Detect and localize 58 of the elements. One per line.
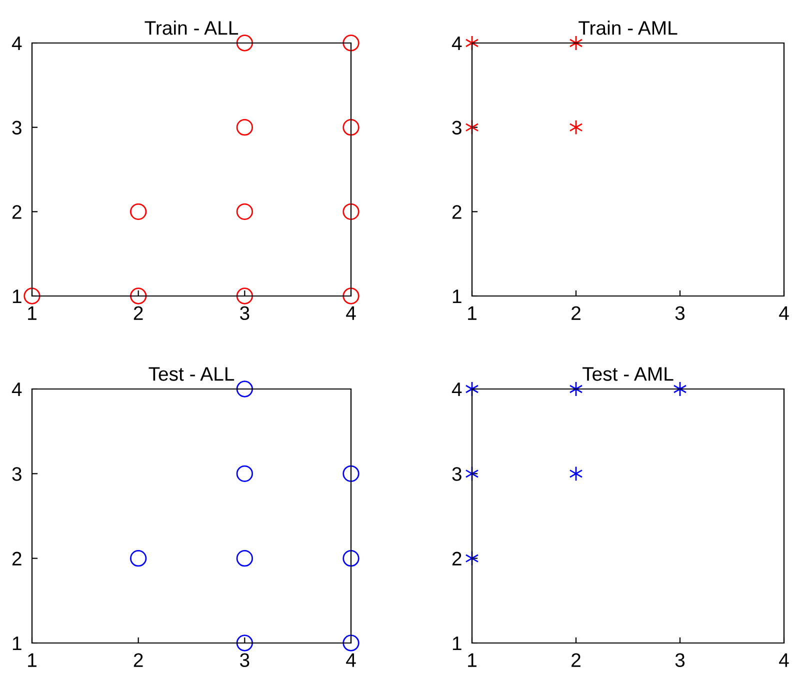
y-tick-label: 1 <box>12 290 22 304</box>
y-tick-label: 3 <box>12 467 22 481</box>
x-tick-label: 1 <box>28 653 36 667</box>
y-tick-label: 3 <box>452 467 462 481</box>
point <box>130 288 147 304</box>
y-tick-label: 4 <box>12 382 22 396</box>
x-tick-label: 2 <box>572 653 580 667</box>
point <box>24 288 40 304</box>
y-tick-label: 4 <box>452 382 462 396</box>
point <box>342 34 360 52</box>
y-tick-label: 1 <box>12 636 22 650</box>
x-tick-label: 2 <box>134 306 143 320</box>
point <box>236 203 253 220</box>
x-tick-label: 3 <box>240 306 250 320</box>
point <box>569 381 583 397</box>
point <box>236 288 253 304</box>
chart-title: Train - ALL <box>144 20 238 35</box>
point <box>342 288 360 304</box>
x-tick-label: 2 <box>134 653 143 667</box>
point <box>236 380 253 398</box>
chart-title: Train - AML <box>578 20 678 35</box>
point <box>342 203 360 220</box>
y-tick-label: 2 <box>452 552 462 566</box>
chart-title: Test - ALL <box>148 367 234 381</box>
point <box>236 550 253 567</box>
y-tick-label: 3 <box>12 120 22 135</box>
point <box>342 119 360 136</box>
point <box>673 381 687 397</box>
x-tick-label: 3 <box>675 653 685 668</box>
point <box>236 634 253 652</box>
x-tick-label: 1 <box>28 306 36 320</box>
y-tick-label: 3 <box>452 120 462 135</box>
x-tick-label: 1 <box>468 306 476 320</box>
point <box>342 634 360 652</box>
point <box>130 550 147 567</box>
y-tick-label: 4 <box>452 36 462 50</box>
point <box>236 119 253 136</box>
point <box>236 34 253 52</box>
y-tick-label: 4 <box>12 36 22 50</box>
chart-title: Test - AML <box>582 367 674 381</box>
x-tick-label: 4 <box>346 306 356 320</box>
y-tick-label: 1 <box>452 636 462 650</box>
x-tick-label: 1 <box>468 653 476 667</box>
y-tick-label: 2 <box>452 205 462 219</box>
y-tick-label: 1 <box>452 290 462 304</box>
x-tick-label: 3 <box>240 653 250 668</box>
x-tick-label: 4 <box>779 306 789 320</box>
point <box>342 465 360 482</box>
point <box>130 203 147 220</box>
x-tick-label: 2 <box>572 306 580 320</box>
y-tick-label: 2 <box>12 552 22 566</box>
x-tick-label: 4 <box>346 653 356 667</box>
point <box>342 550 360 567</box>
x-tick-label: 4 <box>779 653 789 667</box>
y-tick-label: 2 <box>12 205 22 219</box>
x-tick-label: 3 <box>675 306 685 320</box>
point <box>236 465 253 482</box>
point <box>569 466 583 482</box>
